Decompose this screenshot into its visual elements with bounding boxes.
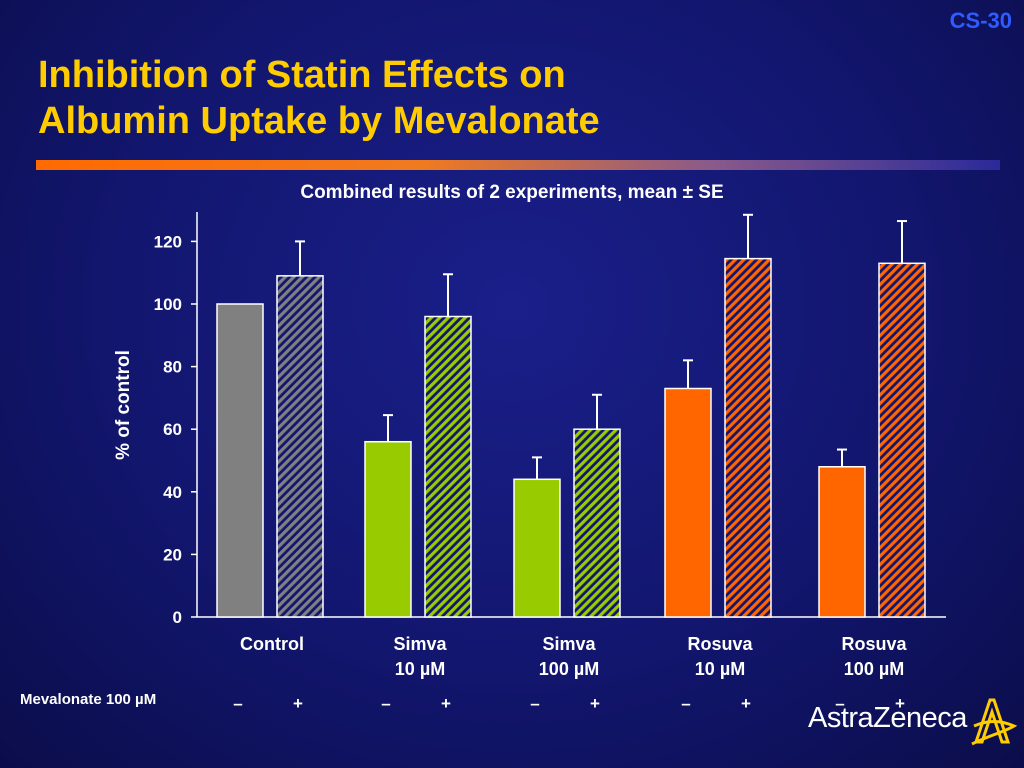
bar (364, 440, 412, 618)
bar (664, 387, 712, 618)
group-label: Rosuva (841, 634, 907, 654)
title-line-1: Inhibition of Statin Effects on (38, 54, 566, 96)
group-label: 100 µM (539, 659, 599, 679)
chart-bars (216, 213, 926, 618)
group-label: 10 µM (695, 659, 745, 679)
y-tick-label: 0 (173, 608, 182, 627)
mevalonate-sign: – (381, 694, 390, 713)
mevalonate-sign: + (441, 694, 451, 713)
bar (724, 257, 772, 618)
y-tick-label: 120 (154, 232, 182, 251)
title-line-2: Albumin Uptake by Mevalonate (38, 100, 600, 142)
bar (276, 275, 324, 618)
bar (573, 428, 621, 618)
y-tick-label: 40 (163, 483, 182, 502)
bar (818, 466, 866, 618)
group-label: Simva (542, 634, 596, 654)
mevalonate-sign: – (530, 694, 539, 713)
mevalonate-sign: + (590, 694, 600, 713)
mevalonate-sign: + (895, 694, 905, 713)
astrazeneca-logo: AstraZeneca (808, 698, 1018, 746)
mevalonate-sign: + (293, 694, 303, 713)
mevalonate-sign: – (233, 694, 242, 713)
mevalonate-sign: – (835, 694, 844, 713)
y-tick-label: 100 (154, 295, 182, 314)
group-label: 100 µM (844, 659, 904, 679)
bar (878, 262, 926, 618)
y-tick-label: 80 (163, 358, 182, 377)
chart-labels: 0 20 40 60 80 100 120 % of control Mevalonate 10… (20, 232, 907, 713)
group-label: Control (240, 634, 304, 654)
mevalonate-row-label: Mevalonate 100 µM (20, 691, 156, 708)
title-underline (36, 160, 1000, 170)
group-label: Simva (393, 634, 447, 654)
group-label: Rosuva (687, 634, 753, 654)
mevalonate-sign: – (681, 694, 690, 713)
bar (424, 315, 472, 618)
y-tick-label: 60 (163, 420, 182, 439)
mevalonate-sign: + (741, 694, 751, 713)
y-tick-label: 20 (163, 545, 182, 564)
bar (513, 478, 561, 618)
chart-subtitle: Combined results of 2 experiments, mean … (300, 182, 724, 203)
slide-id: CS-30 (949, 8, 1012, 33)
slide-title: Inhibition of Statin Effects on Albumin … (38, 52, 600, 144)
logo-text: AstraZeneca (808, 702, 967, 734)
bar (216, 303, 264, 618)
y-axis-label: % of control (113, 350, 134, 460)
astrazeneca-symbol-icon (971, 698, 1018, 746)
group-label: 10 µM (395, 659, 445, 679)
